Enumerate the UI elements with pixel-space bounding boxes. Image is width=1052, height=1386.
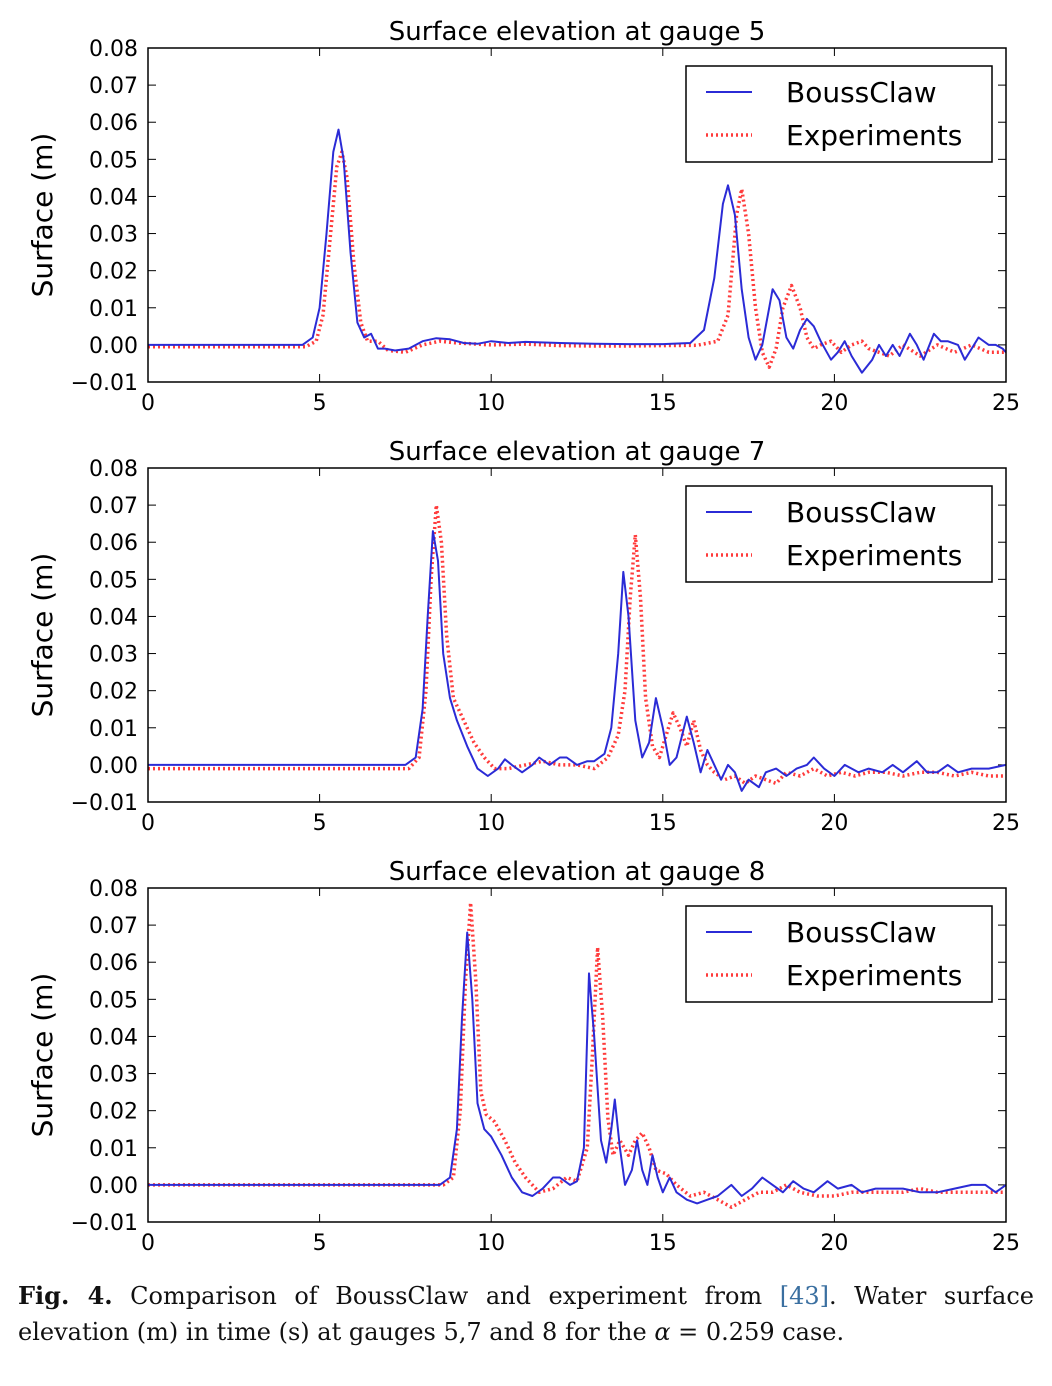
series-line-experiments	[148, 901, 1006, 1209]
series-line-experiments	[148, 150, 1006, 369]
legend-label-experiments: Experiments	[786, 959, 962, 992]
x-tick-label: 10	[477, 1231, 505, 1256]
legend-box	[685, 485, 993, 583]
legend-box	[685, 905, 993, 1003]
y-tick-label: 0.08	[89, 457, 138, 482]
x-tick-label: 20	[820, 811, 848, 836]
y-tick-label: 0.05	[89, 568, 138, 593]
x-tick-label: 5	[313, 391, 327, 416]
y-tick-label: 0.01	[89, 1137, 138, 1162]
series-line-boussclaw	[148, 530, 1006, 792]
x-tick-label: 5	[313, 1231, 327, 1256]
legend: BoussClaw Experiments	[685, 65, 993, 163]
y-tick-label: 0.04	[89, 605, 138, 630]
figure: Surface elevation at gauge 5 Surface (m) 0…	[26, 17, 1020, 1256]
y-tick-label: 0.05	[89, 148, 138, 173]
caption-alpha-symbol: α	[654, 1318, 671, 1346]
y-axis-label: Surface (m)	[26, 133, 59, 298]
y-axis-label: Surface (m)	[26, 553, 59, 718]
x-tick-label: 15	[649, 1231, 677, 1256]
y-tick-label: 0.08	[89, 877, 138, 902]
legend-label-boussclaw: BoussClaw	[786, 916, 937, 949]
y-tick-label: −0.01	[71, 1211, 138, 1236]
x-tick-label: 10	[477, 811, 505, 836]
y-tick-label: 0.06	[89, 951, 138, 976]
y-axis-label: Surface (m)	[26, 973, 59, 1138]
caption-label: Fig. 4.	[18, 1281, 113, 1310]
y-tick-label: 0.01	[89, 717, 138, 742]
x-tick-label: 15	[649, 811, 677, 836]
y-tick-label: 0.03	[89, 643, 138, 668]
legend-box	[685, 65, 993, 163]
y-tick-label: 0.06	[89, 111, 138, 136]
y-tick-label: 0.07	[89, 74, 138, 99]
plot-frame	[147, 47, 1007, 383]
chart-title: Surface elevation at gauge 8	[389, 857, 766, 887]
x-tick-label: 25	[992, 391, 1020, 416]
x-tick-label: 25	[992, 811, 1020, 836]
legend-label-boussclaw: BoussClaw	[786, 496, 937, 529]
chart-title: Surface elevation at gauge 5	[389, 17, 766, 47]
chart-panel-1: Surface elevation at gauge 5 Surface (m) 0…	[26, 17, 1020, 416]
series-line-experiments	[148, 503, 1006, 786]
legend: BoussClaw Experiments	[685, 905, 993, 1003]
y-tick-label: 0.03	[89, 1063, 138, 1088]
y-tick-label: 0.06	[89, 531, 138, 556]
caption-text-3: = 0.259 case.	[670, 1318, 845, 1346]
x-tick-label: 0	[141, 1231, 155, 1256]
y-tick-label: 0.05	[89, 988, 138, 1013]
x-tick-label: 25	[992, 1231, 1020, 1256]
y-tick-label: 0.00	[89, 754, 138, 779]
legend-label-experiments: Experiments	[786, 119, 962, 152]
chart-panel-2: Surface elevation at gauge 7 Surface (m) 0…	[26, 437, 1020, 836]
x-tick-label: 0	[141, 391, 155, 416]
y-tick-label: −0.01	[71, 791, 138, 816]
y-tick-label: 0.07	[89, 914, 138, 939]
legend-label-experiments: Experiments	[786, 539, 962, 572]
series-line-boussclaw	[148, 931, 1006, 1205]
caption-text-1: Comparison of BoussClaw and experiment f…	[112, 1282, 780, 1310]
x-tick-label: 20	[820, 1231, 848, 1256]
x-tick-label: 10	[477, 391, 505, 416]
y-tick-label: 0.04	[89, 185, 138, 210]
plot-frame	[147, 467, 1007, 803]
x-tick-label: 0	[141, 811, 155, 836]
y-tick-label: 0.08	[89, 37, 138, 62]
y-tick-label: 0.02	[89, 1100, 138, 1125]
x-tick-label: 5	[313, 811, 327, 836]
y-tick-label: 0.03	[89, 223, 138, 248]
y-tick-label: −0.01	[71, 371, 138, 396]
y-tick-label: 0.00	[89, 334, 138, 359]
x-tick-label: 20	[820, 391, 848, 416]
y-tick-label: 0.01	[89, 297, 138, 322]
plot-frame	[147, 887, 1007, 1223]
y-tick-label: 0.00	[89, 1174, 138, 1199]
y-tick-label: 0.02	[89, 680, 138, 705]
chart-panel-3: Surface elevation at gauge 8 Surface (m) 0…	[26, 857, 1020, 1256]
series-line-boussclaw	[148, 128, 1006, 374]
figure-caption: Fig. 4. Comparison of BoussClaw and expe…	[18, 1278, 1034, 1350]
y-tick-label: 0.07	[89, 494, 138, 519]
legend-label-boussclaw: BoussClaw	[786, 76, 937, 109]
caption-reference-link[interactable]: [43]	[779, 1282, 829, 1310]
chart-title: Surface elevation at gauge 7	[389, 437, 766, 467]
caption-text-2: . Water surface elevation (m) in time (s…	[18, 1282, 1034, 1346]
y-tick-label: 0.04	[89, 1025, 138, 1050]
legend: BoussClaw Experiments	[685, 485, 993, 583]
x-tick-label: 15	[649, 391, 677, 416]
y-tick-label: 0.02	[89, 260, 138, 285]
